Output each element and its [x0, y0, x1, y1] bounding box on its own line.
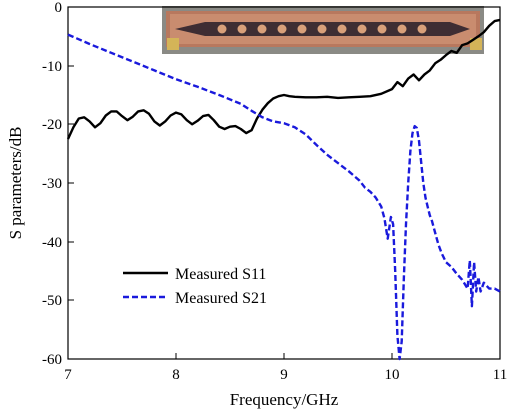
y-tick-label: -40	[42, 235, 62, 251]
series-line-s21	[67, 33, 501, 361]
legend-label-s21: Measured S21	[175, 290, 267, 307]
y-axis-title: S parameters/dB	[6, 127, 25, 240]
y-tick-label: -10	[42, 59, 62, 75]
plot-frame	[67, 6, 501, 360]
legend-label-s11: Measured S11	[175, 266, 266, 283]
y-tick-label: -60	[42, 352, 62, 368]
x-tick-label: 8	[172, 367, 180, 383]
y-tick-label: -50	[42, 293, 62, 309]
x-tick-label: 10	[385, 367, 400, 383]
x-axis: 7 8 9 10 11	[64, 353, 507, 383]
inset-pcb-photo	[162, 6, 484, 54]
x-tick-label: 7	[64, 367, 72, 383]
y-tick-label: -20	[42, 117, 62, 133]
y-axis: 0 -10 -20 -30 -40 -50 -60	[42, 0, 74, 368]
legend: Measured S11 Measured S21	[123, 266, 267, 307]
y-tick-label: -30	[42, 176, 62, 192]
series-line-s11	[66, 18, 501, 140]
x-tick-label: 11	[493, 367, 507, 383]
x-tick-label: 9	[280, 367, 288, 383]
y-tick-label: 0	[55, 0, 63, 16]
x-axis-title: Frequency/GHz	[230, 390, 339, 409]
